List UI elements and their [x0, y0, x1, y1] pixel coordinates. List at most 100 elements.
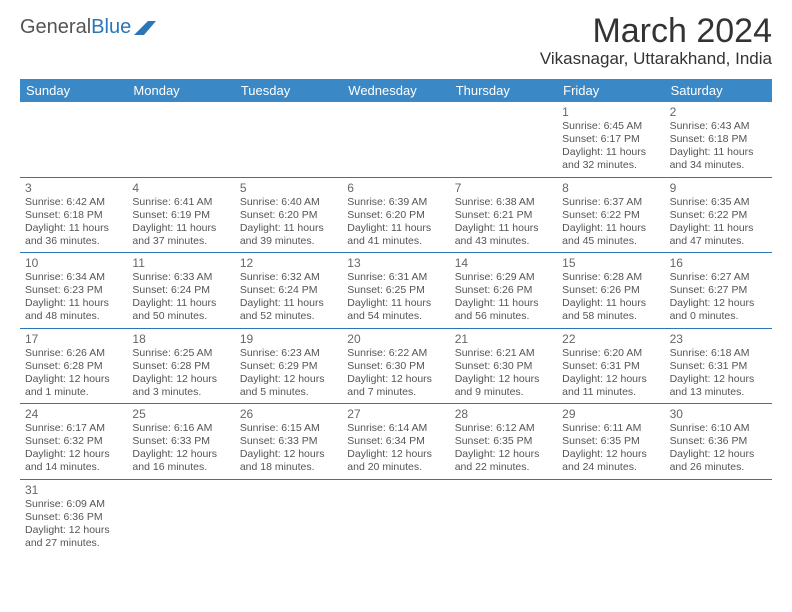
calendar-cell: 26Sunrise: 6:15 AMSunset: 6:33 PMDayligh…: [235, 404, 342, 479]
sunrise-text: Sunrise: 6:40 AM: [240, 196, 337, 209]
day-number: 19: [240, 332, 337, 346]
daylight-text: and 47 minutes.: [670, 235, 767, 248]
day-number: 28: [455, 407, 552, 421]
sunset-text: Sunset: 6:26 PM: [562, 284, 659, 297]
calendar-cell: [235, 480, 342, 555]
daylight-text: and 3 minutes.: [132, 386, 229, 399]
day-number: 22: [562, 332, 659, 346]
sunrise-text: Sunrise: 6:28 AM: [562, 271, 659, 284]
daylight-text: Daylight: 11 hours: [347, 297, 444, 310]
calendar-cell: 28Sunrise: 6:12 AMSunset: 6:35 PMDayligh…: [450, 404, 557, 479]
sunset-text: Sunset: 6:19 PM: [132, 209, 229, 222]
sunset-text: Sunset: 6:24 PM: [132, 284, 229, 297]
sunrise-text: Sunrise: 6:38 AM: [455, 196, 552, 209]
daylight-text: and 14 minutes.: [25, 461, 122, 474]
daylight-text: and 36 minutes.: [25, 235, 122, 248]
calendar-cell: 4Sunrise: 6:41 AMSunset: 6:19 PMDaylight…: [127, 178, 234, 253]
sunrise-text: Sunrise: 6:41 AM: [132, 196, 229, 209]
daylight-text: Daylight: 11 hours: [347, 222, 444, 235]
daylight-text: and 41 minutes.: [347, 235, 444, 248]
calendar-cell: 23Sunrise: 6:18 AMSunset: 6:31 PMDayligh…: [665, 329, 772, 404]
day-number: 12: [240, 256, 337, 270]
calendar-cell: [342, 480, 449, 555]
sunrise-text: Sunrise: 6:26 AM: [25, 347, 122, 360]
day-number: 9: [670, 181, 767, 195]
sunrise-text: Sunrise: 6:33 AM: [132, 271, 229, 284]
sunset-text: Sunset: 6:35 PM: [455, 435, 552, 448]
calendar-cell: 25Sunrise: 6:16 AMSunset: 6:33 PMDayligh…: [127, 404, 234, 479]
sunrise-text: Sunrise: 6:18 AM: [670, 347, 767, 360]
calendar-cell: 19Sunrise: 6:23 AMSunset: 6:29 PMDayligh…: [235, 329, 342, 404]
day-number: 13: [347, 256, 444, 270]
month-title: March 2024: [540, 12, 772, 51]
title-block: March 2024 Vikasnagar, Uttarakhand, Indi…: [540, 12, 772, 69]
day-number: 8: [562, 181, 659, 195]
calendar-cell: 9Sunrise: 6:35 AMSunset: 6:22 PMDaylight…: [665, 178, 772, 253]
daylight-text: Daylight: 11 hours: [455, 222, 552, 235]
calendar-cell: 24Sunrise: 6:17 AMSunset: 6:32 PMDayligh…: [20, 404, 127, 479]
sunrise-text: Sunrise: 6:10 AM: [670, 422, 767, 435]
sunrise-text: Sunrise: 6:25 AM: [132, 347, 229, 360]
daylight-text: and 13 minutes.: [670, 386, 767, 399]
daylight-text: Daylight: 11 hours: [132, 222, 229, 235]
daylight-text: Daylight: 12 hours: [562, 448, 659, 461]
daylight-text: and 50 minutes.: [132, 310, 229, 323]
day-header-label: Sunday: [20, 79, 127, 102]
calendar-cell: 8Sunrise: 6:37 AMSunset: 6:22 PMDaylight…: [557, 178, 664, 253]
calendar-cell: 17Sunrise: 6:26 AMSunset: 6:28 PMDayligh…: [20, 329, 127, 404]
calendar-week: 24Sunrise: 6:17 AMSunset: 6:32 PMDayligh…: [20, 404, 772, 480]
calendar-cell: 31Sunrise: 6:09 AMSunset: 6:36 PMDayligh…: [20, 480, 127, 555]
sunset-text: Sunset: 6:31 PM: [562, 360, 659, 373]
daylight-text: Daylight: 11 hours: [240, 222, 337, 235]
sunrise-text: Sunrise: 6:23 AM: [240, 347, 337, 360]
calendar-cell: [557, 480, 664, 555]
day-number: 1: [562, 105, 659, 119]
sunset-text: Sunset: 6:23 PM: [25, 284, 122, 297]
calendar-cell: 3Sunrise: 6:42 AMSunset: 6:18 PMDaylight…: [20, 178, 127, 253]
daylight-text: and 18 minutes.: [240, 461, 337, 474]
sunrise-text: Sunrise: 6:39 AM: [347, 196, 444, 209]
sunset-text: Sunset: 6:30 PM: [347, 360, 444, 373]
calendar-cell: [235, 102, 342, 177]
sunset-text: Sunset: 6:18 PM: [670, 133, 767, 146]
sunrise-text: Sunrise: 6:17 AM: [25, 422, 122, 435]
sunrise-text: Sunrise: 6:20 AM: [562, 347, 659, 360]
day-number: 6: [347, 181, 444, 195]
sunrise-text: Sunrise: 6:14 AM: [347, 422, 444, 435]
sunrise-text: Sunrise: 6:43 AM: [670, 120, 767, 133]
calendar-cell: 30Sunrise: 6:10 AMSunset: 6:36 PMDayligh…: [665, 404, 772, 479]
calendar-cell: 6Sunrise: 6:39 AMSunset: 6:20 PMDaylight…: [342, 178, 449, 253]
calendar-cell: 20Sunrise: 6:22 AMSunset: 6:30 PMDayligh…: [342, 329, 449, 404]
daylight-text: Daylight: 12 hours: [240, 448, 337, 461]
calendar-cell: [450, 480, 557, 555]
daylight-text: Daylight: 12 hours: [670, 297, 767, 310]
day-number: 26: [240, 407, 337, 421]
day-header-label: Wednesday: [342, 79, 449, 102]
sunset-text: Sunset: 6:35 PM: [562, 435, 659, 448]
day-number: 29: [562, 407, 659, 421]
daylight-text: and 0 minutes.: [670, 310, 767, 323]
day-header-row: Sunday Monday Tuesday Wednesday Thursday…: [20, 79, 772, 102]
daylight-text: and 56 minutes.: [455, 310, 552, 323]
day-number: 2: [670, 105, 767, 119]
sunset-text: Sunset: 6:21 PM: [455, 209, 552, 222]
sunset-text: Sunset: 6:32 PM: [25, 435, 122, 448]
day-number: 30: [670, 407, 767, 421]
arrow-icon: [134, 21, 156, 35]
calendar-cell: 14Sunrise: 6:29 AMSunset: 6:26 PMDayligh…: [450, 253, 557, 328]
sunset-text: Sunset: 6:27 PM: [670, 284, 767, 297]
daylight-text: Daylight: 12 hours: [25, 373, 122, 386]
day-number: 21: [455, 332, 552, 346]
daylight-text: and 26 minutes.: [670, 461, 767, 474]
sunset-text: Sunset: 6:28 PM: [25, 360, 122, 373]
header-bar: GeneralBlue March 2024 Vikasnagar, Uttar…: [20, 12, 772, 69]
calendar-cell: [342, 102, 449, 177]
daylight-text: and 16 minutes.: [132, 461, 229, 474]
calendar-week: 31Sunrise: 6:09 AMSunset: 6:36 PMDayligh…: [20, 480, 772, 555]
daylight-text: Daylight: 11 hours: [455, 297, 552, 310]
location-label: Vikasnagar, Uttarakhand, India: [540, 49, 772, 69]
day-header-label: Friday: [557, 79, 664, 102]
sunset-text: Sunset: 6:31 PM: [670, 360, 767, 373]
calendar-cell: 16Sunrise: 6:27 AMSunset: 6:27 PMDayligh…: [665, 253, 772, 328]
day-number: 5: [240, 181, 337, 195]
